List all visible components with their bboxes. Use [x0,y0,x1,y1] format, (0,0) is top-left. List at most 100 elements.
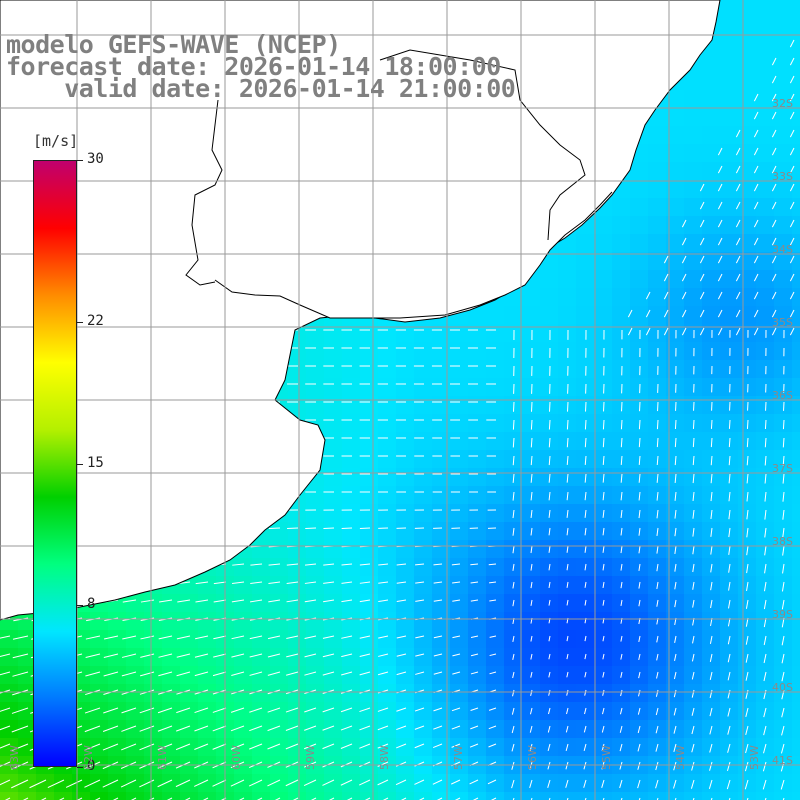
speed-cell [774,36,793,55]
wind-arrow [304,599,317,603]
wind-arrow [602,509,605,518]
wind-arrow [673,779,677,789]
speed-cell [558,378,577,397]
wind-arrow [488,707,497,711]
wind-arrow [584,707,587,715]
speed-cell [360,522,379,541]
wind-arrow [359,743,371,749]
speed-cell [648,234,667,253]
speed-cell [414,324,433,343]
speed-cell [774,324,793,343]
wind-arrow [250,581,263,585]
speed-cell [450,738,469,757]
speed-cell [0,702,19,721]
speed-cell [144,648,163,667]
speed-cell [378,378,397,397]
speed-cell [252,540,271,559]
latitude-label: 37S [772,462,793,475]
speed-cell [756,162,775,181]
speed-cell [720,216,739,235]
wind-arrow [433,581,443,584]
speed-cell [612,396,631,415]
wind-arrow [512,545,515,554]
wind-arrow [566,419,569,430]
speed-cell [612,216,631,235]
speed-cell [756,360,775,379]
speed-cell [648,378,667,397]
speed-cell [288,666,307,685]
speed-cell [738,108,757,127]
wind-arrow [763,635,767,646]
wind-arrow [231,653,245,658]
speed-cell [468,630,487,649]
speed-cell [144,666,163,685]
wind-arrow [547,725,551,733]
speed-cell [324,504,343,523]
speed-cell [540,288,559,307]
colorbar [33,160,77,767]
wind-arrow [727,635,731,645]
wind-arrow [511,707,515,715]
speed-cell [180,774,199,793]
wind-arrow [710,437,713,448]
wind-arrow [328,797,335,800]
speed-cell [144,702,163,721]
wind-arrow [764,437,767,448]
wind-arrow [530,635,533,642]
speed-cell [324,792,343,800]
speed-cell [414,720,433,739]
speed-cell [630,288,649,307]
wind-arrow [547,743,551,752]
wind-arrow [789,291,795,300]
speed-cell [792,486,800,505]
wind-arrow [530,527,533,536]
wind-arrow [637,725,641,734]
speed-cell [702,288,721,307]
wind-arrow [745,743,749,754]
speed-cell [666,288,685,307]
wind-arrow [781,671,785,682]
wind-arrow [157,707,173,714]
wind-arrow [717,147,723,156]
wind-arrow [781,725,785,736]
wind-arrow [452,599,461,602]
wind-arrow [304,653,317,658]
speed-cell [720,432,739,451]
speed-cell [702,378,721,397]
wind-arrow [0,671,11,676]
wind-arrow [103,635,119,640]
wind-arrow [620,437,623,448]
wind-arrow [433,671,443,675]
speed-cell [774,72,793,91]
wind-arrow [717,219,723,228]
wind-arrow [745,599,749,609]
speed-cell [324,576,343,595]
wind-arrow [194,779,209,787]
wind-arrow [692,527,695,537]
speed-cell [450,378,469,397]
speed-cell [666,396,685,415]
speed-cell [360,720,379,739]
wind-arrow [231,581,245,585]
wind-arrow [717,237,723,246]
speed-cell [486,396,505,415]
wind-arrow [699,291,705,300]
speed-cell [756,144,775,163]
speed-cell [450,702,469,721]
speed-cell [162,702,181,721]
speed-cell [450,594,469,613]
wind-arrow [656,455,659,466]
speed-cell [540,306,559,325]
wind-arrow [753,327,759,336]
speed-cell [774,0,793,19]
speed-cell [90,648,109,667]
wind-arrow [602,419,605,430]
wind-arrow [565,761,569,770]
speed-cell [180,612,199,631]
wind-arrow [285,779,299,787]
speed-cell [306,540,325,559]
latitude-label: 35S [772,316,793,329]
speed-cell [684,144,703,163]
speed-cell [522,378,541,397]
